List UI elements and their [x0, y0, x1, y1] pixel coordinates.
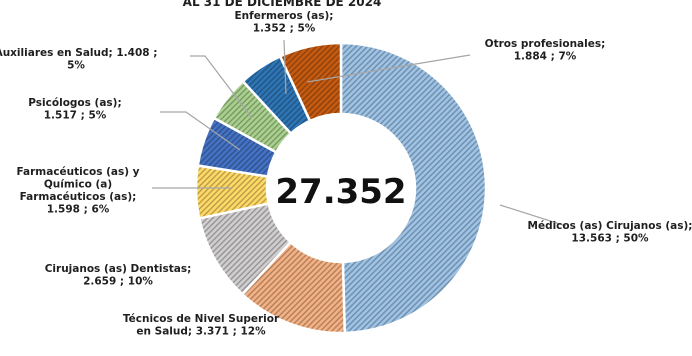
slice-otros-leader-line	[306, 54, 471, 83]
chart-title: AL 31 DE DICIEMBRE DE 2024	[183, 0, 382, 9]
slice-otros-label: Otros profesionales; 1.884 ; 7%	[485, 38, 606, 63]
slice-auxiliares-leader-line	[190, 55, 253, 119]
slice-dentistas-label: Cirujanos (as) Dentistas; 2.659 ; 10%	[45, 263, 192, 288]
slice-enfermeros-label: Enfermeros (as); 1.352 ; 5%	[234, 10, 333, 35]
slice-farmaceuticos-label: Farmacéuticos (as) y Químico (a) Farmacéut…	[16, 166, 139, 216]
slice-enfermeros-leader-line	[283, 39, 287, 95]
slice-auxiliares-label: Auxiliares en Salud; 1.408 ; 5%	[0, 47, 157, 72]
leader-lines	[152, 39, 567, 227]
slice-medicos	[339, 41, 488, 335]
slice-psicologos-leader-line	[160, 111, 241, 151]
slice-medicos-label: Médicos (as) Cirujanos (as); 13.563 ; 50%	[528, 220, 692, 245]
center-total: 27.352	[275, 172, 406, 212]
slices-group	[194, 41, 488, 335]
slice-medicos-leader-line	[499, 204, 567, 227]
slice-labels: Médicos (as) Cirujanos (as); 13.563 ; 50%…	[0, 10, 692, 338]
slice-psicologos-label: Psicólogos (as); 1.517 ; 5%	[28, 97, 121, 122]
slice-tecnicos-label: Técnicos de Nivel Superior en Salud; 3.37…	[123, 313, 280, 338]
